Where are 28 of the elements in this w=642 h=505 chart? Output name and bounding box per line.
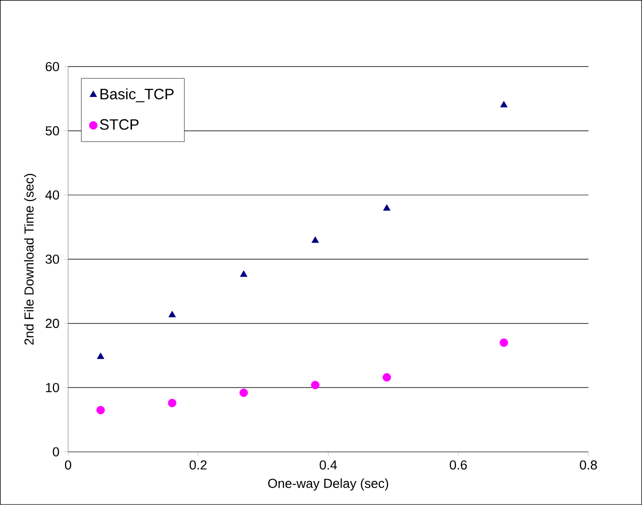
point [312, 236, 319, 243]
y-tick-label: 10 [46, 383, 60, 392]
x-axis-title: One-way Delay (sec) [268, 478, 388, 491]
y-tick-label: 60 [46, 62, 60, 72]
point [168, 310, 176, 318]
y-tick-label: 20 [46, 318, 60, 328]
x-tick-label: 0.2 [190, 460, 207, 470]
legend-label: Basic_TCP [100, 88, 174, 102]
point [311, 380, 320, 390]
y-tick-label: 0 [52, 447, 60, 456]
point [96, 406, 105, 414]
point [500, 100, 508, 108]
y-tick-label: 30 [46, 254, 60, 264]
y-tick-label: 40 [45, 190, 60, 200]
x-tick-label: 0 [64, 460, 72, 470]
point [500, 338, 508, 347]
y-axis-title: 2nd File Download Time (sec) [24, 174, 36, 345]
point [240, 388, 248, 397]
legend-label: STCP [100, 119, 139, 130]
y-tick-label: 50 [46, 126, 60, 136]
point [383, 204, 390, 211]
point [240, 270, 248, 277]
x-tick-label: 0.8 [580, 460, 597, 470]
point [96, 352, 104, 360]
point [382, 373, 391, 382]
point [168, 398, 176, 408]
x-tick-label: 0.4 [320, 460, 337, 470]
x-tick-label: 0.6 [450, 460, 467, 470]
